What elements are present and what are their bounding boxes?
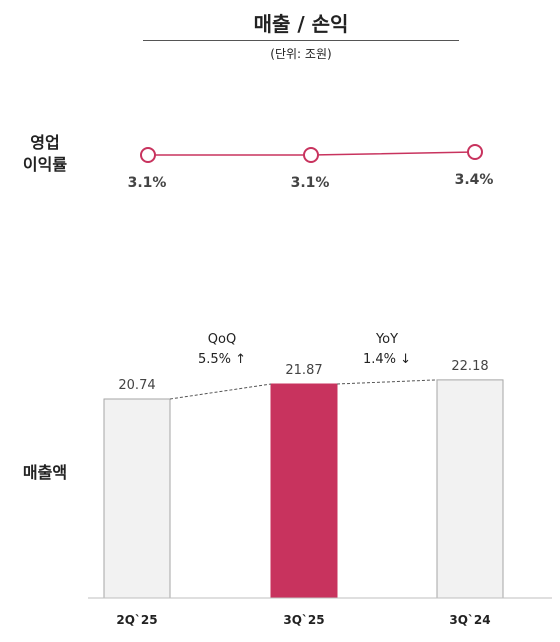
qoq-label: QoQ — [207, 332, 237, 347]
revenue-bar-labels: 20.74 21.87 22.18 — [118, 359, 488, 393]
op-margin-point-2 — [467, 144, 483, 160]
x-tick-label-2: 3Q`24 — [449, 613, 490, 627]
bar-0 — [103, 398, 171, 599]
bar-value-label-2: 22.18 — [451, 359, 488, 374]
yoy-value: 1.4% — [362, 352, 396, 367]
bar-connectors — [169, 379, 438, 400]
x-tick-label-0: 2Q`25 — [116, 613, 157, 627]
bar-value-label-0: 20.74 — [118, 378, 155, 393]
op-margin-label: 영업 이익률 — [10, 132, 80, 176]
op-margin-labels: 3.1% 3.1% 3.4% — [128, 172, 494, 191]
qoq-value-row: 5.5% ↑ — [182, 350, 262, 370]
op-margin-point-0 — [140, 147, 156, 163]
op-margin-value-label-2: 3.4% — [455, 172, 494, 188]
unit-label: (단위: 조원) — [270, 47, 332, 61]
bar-2 — [436, 379, 504, 599]
page-title: 매출 / 손익 — [253, 12, 349, 36]
x-tick-labels: 2Q`25 3Q`25 3Q`24 — [116, 613, 490, 627]
bar-1 — [270, 383, 338, 599]
yoy-label: YoY — [375, 332, 399, 347]
revenue-label: 매출액 — [22, 463, 68, 482]
connector-0 — [169, 383, 272, 400]
yoy-comparison: YoY 1.4% ↓ — [347, 330, 427, 370]
op-margin-label-line1: 영업 — [30, 133, 60, 152]
op-margin-label-line2: 이익률 — [22, 155, 68, 174]
op-margin-line — [140, 144, 483, 163]
yoy-value-row: 1.4% ↓ — [347, 350, 427, 370]
op-margin-value-label-0: 3.1% — [128, 175, 167, 191]
revenue-bars — [103, 379, 504, 599]
arrow-up-icon: ↑ — [235, 352, 247, 367]
x-tick-label-1: 3Q`25 — [283, 613, 324, 627]
op-margin-value-label-1: 3.1% — [291, 175, 330, 191]
arrow-down-icon: ↓ — [400, 352, 412, 367]
qoq-value: 5.5% — [197, 352, 231, 367]
bar-value-label-1: 21.87 — [285, 363, 322, 378]
connector-1 — [336, 379, 438, 385]
op-margin-point-1 — [303, 147, 319, 163]
title-divider — [143, 40, 459, 41]
qoq-comparison: QoQ 5.5% ↑ — [182, 330, 262, 370]
